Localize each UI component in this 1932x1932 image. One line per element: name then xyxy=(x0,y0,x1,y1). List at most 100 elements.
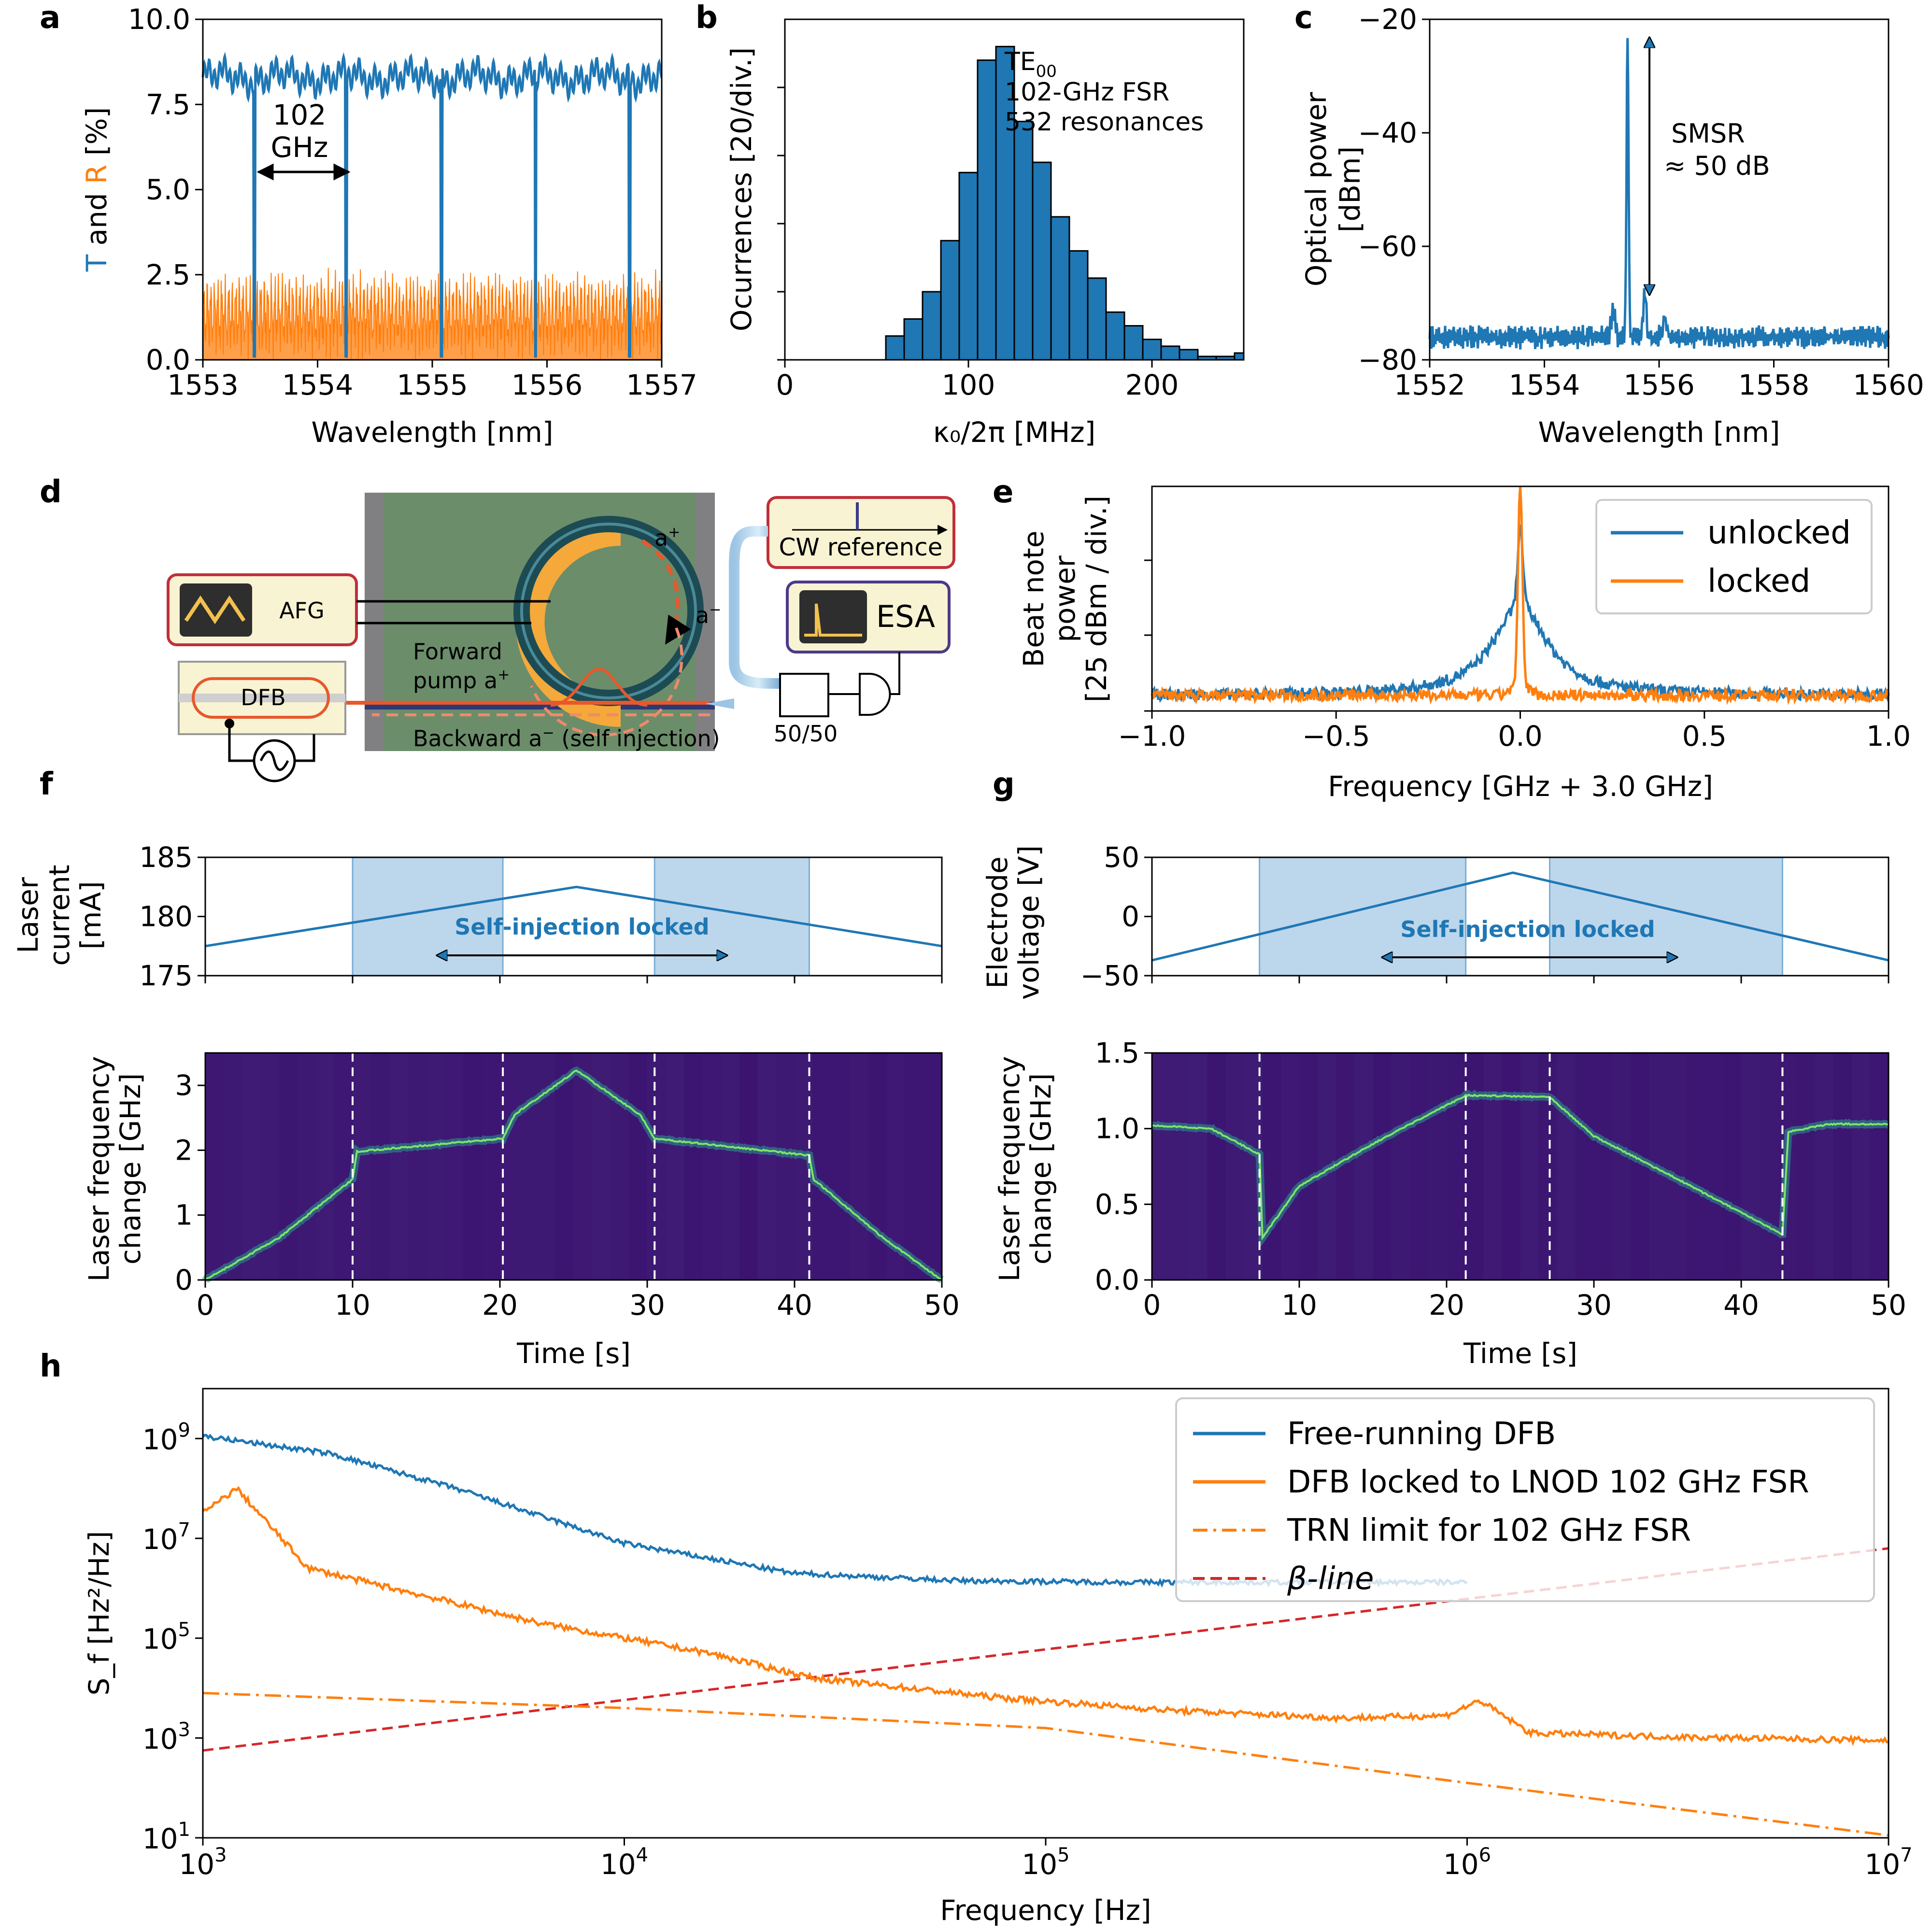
panel-h-x-tick-label-4: 107 xyxy=(1864,1844,1912,1881)
panel-g-bottom-background-stripe xyxy=(1207,1053,1226,1280)
panel-g-top-y-tick-label-1: 0 xyxy=(1122,900,1139,933)
coupler-50-50 xyxy=(779,673,829,717)
panel-f-bottom-background-stripe xyxy=(426,1053,445,1280)
panel-g-bottom-background-stripe xyxy=(1594,1053,1613,1280)
panel-c-y-tick-label-1: −60 xyxy=(1358,230,1417,263)
legend-free-running-label: Free-running DFB xyxy=(1287,1416,1556,1452)
panel-b-ylabel: Ocurrences [20/div.] xyxy=(725,47,758,331)
panel-f-bottom-background-stripe xyxy=(647,1053,666,1280)
histogram-bar xyxy=(1032,161,1052,361)
panel-e-x-tick-label-3: 0.5 xyxy=(1682,720,1727,753)
panel-c: 1552 1554 1556 1558 1560 −80 −60 −40 −20 SMSR ≈ … xyxy=(1300,3,1924,449)
panel-c-frame xyxy=(1429,18,1889,361)
panel-h-y-tick-base: 10 xyxy=(142,1423,178,1456)
histogram-bar xyxy=(958,171,979,361)
panel-h-x-tick-base: 10 xyxy=(1022,1848,1057,1881)
trn-limit-trace xyxy=(202,1691,1889,1837)
forward-mode-path xyxy=(641,539,691,645)
panel-g-bottom-x-tick-label-4: 40 xyxy=(1723,1289,1759,1321)
panel-g-bottom-background-stripe xyxy=(1520,1053,1539,1280)
backward-label-rest: (self injection) xyxy=(554,725,720,752)
panel-h-x-tick-exp: 5 xyxy=(1057,1844,1069,1866)
panel-h-y-tick-label-2: 105 xyxy=(142,1619,190,1656)
panel-f-bottom-background-stripe xyxy=(721,1053,739,1280)
panel-g-bottom-background-stripe xyxy=(1170,1053,1189,1280)
panel-g-bottom-x-tick-label-3: 30 xyxy=(1576,1289,1612,1321)
panel-h-y-tick-exp: 7 xyxy=(178,1519,190,1541)
ylabel-unit: [%] xyxy=(80,107,113,165)
panel-g-bottom-background xyxy=(1152,1053,1889,1280)
backward-label-text: Backward a xyxy=(413,725,542,752)
panel-a-y-tick-label-4: 10.0 xyxy=(128,3,190,36)
histogram-bar xyxy=(885,335,905,361)
backward-label-sup: − xyxy=(542,724,554,741)
panel-f-bottom-background-stripe xyxy=(389,1053,408,1280)
panel-g-bottom-background-stripe xyxy=(1686,1053,1705,1280)
panel-f-bottom-x-tick-label-4: 40 xyxy=(777,1289,812,1321)
panel-a-y-tick-label-2: 5.0 xyxy=(146,173,190,206)
panel-f-bottom-background-stripe xyxy=(463,1053,482,1280)
panel-g-bottom-background-stripe xyxy=(1428,1053,1447,1280)
panel-h-y-tick-exp: 5 xyxy=(178,1619,190,1641)
panel-h-x-tick-base: 10 xyxy=(179,1848,214,1881)
panel-f-bottom-background-stripe xyxy=(555,1053,574,1280)
panel-f-bottom-background-stripe xyxy=(850,1053,868,1280)
panel-g-bottom-background-stripe xyxy=(1722,1053,1741,1280)
panel-h-y-tick-base: 10 xyxy=(142,1623,178,1656)
panel-f-bottom-background-stripe xyxy=(905,1053,923,1280)
panel-b: 0 100 200 TE00 102-GHz FSR 532 resonances … xyxy=(725,18,1245,449)
histogram-bar xyxy=(903,318,923,361)
fsr-annotation-ghz: GHz xyxy=(270,131,328,164)
panel-f-bottom-y-tick-label-3: 3 xyxy=(175,1069,193,1102)
panel-e-legend xyxy=(1595,499,1873,614)
panel-a-x-tick-label-3: 1556 xyxy=(511,369,583,401)
panel-g-bottom-background-stripe xyxy=(1870,1053,1889,1280)
panel-g-bottom-background-stripe xyxy=(1667,1053,1686,1280)
backward-mode-path xyxy=(530,627,683,737)
panel-e-x-tick-label-4: 1.0 xyxy=(1866,720,1911,753)
dfb-bias-wire xyxy=(228,724,315,762)
panel-g-bottom-frequency-trace xyxy=(1151,1093,1889,1241)
fiber-taper xyxy=(705,698,734,709)
reference-fiber xyxy=(729,526,782,689)
panel-f-bottom-background xyxy=(205,1053,942,1280)
panel-h-ylabel-text: S_f [Hz²/Hz] xyxy=(83,1531,115,1696)
panel-c-y-tick-label-3: −20 xyxy=(1358,3,1417,36)
a-minus-sup: − xyxy=(709,601,721,618)
histogram-bar xyxy=(922,291,942,361)
panel-e-ylabel-2: power xyxy=(1049,555,1081,642)
panel-f-bottom-background-stripe xyxy=(813,1053,832,1280)
panel-b-xlabel: κ₀/2π [MHz] xyxy=(933,416,1096,449)
panel-f-bottom-background-stripe xyxy=(408,1053,426,1280)
afg-screen xyxy=(180,583,252,637)
panel-f-bottom-y-tick-label-1: 1 xyxy=(175,1199,193,1232)
panel-a-x-tick-label-0: 1553 xyxy=(167,369,239,401)
panel-f-bottom-background-stripe xyxy=(242,1053,261,1280)
panel-f-bottom-frequency-trace xyxy=(204,1069,942,1281)
panel-g-top-ramp-trace xyxy=(1151,871,1889,962)
panel-g-bottom-background-stripe xyxy=(1557,1053,1576,1280)
dfb-cavity xyxy=(192,677,330,719)
histogram-bar xyxy=(940,240,960,361)
panel-g-bottom-background-stripe xyxy=(1851,1053,1870,1280)
panel-f-bottom-x-tick-label-0: 0 xyxy=(197,1289,214,1321)
locked-dfb-noise-trace xyxy=(202,1486,1889,1747)
ylabel-t: T xyxy=(80,254,113,272)
panel-g-bottom-background-stripe xyxy=(1152,1053,1171,1280)
panel-f-bottom-x-tick-label-5: 50 xyxy=(924,1289,960,1321)
mode-name: TE xyxy=(1004,47,1036,76)
panel-c-x-tick-label-0: 1552 xyxy=(1394,369,1465,401)
panel-g-top-ylabel-2: voltage [V] xyxy=(1012,845,1045,1000)
panel-g-lock-label: Self-injection locked xyxy=(1400,916,1655,942)
panel-g-bottom-background-stripe xyxy=(1575,1053,1594,1280)
panel-g-bottom-background-stripe xyxy=(1373,1053,1392,1280)
panel-a-y-tick-label-0: 0.0 xyxy=(146,343,190,376)
smsr-label: SMSR xyxy=(1671,118,1745,149)
panel-label-d: d xyxy=(40,474,62,510)
ylabel-r: R xyxy=(80,165,113,184)
panel-f-bottom-x-tick-label-1: 10 xyxy=(335,1289,370,1321)
panel-g-bottom-background-stripe xyxy=(1391,1053,1410,1280)
hist-annotation-count: 532 resonances xyxy=(1005,108,1204,137)
panel-g-top-y-tick-label-2: 50 xyxy=(1104,841,1139,874)
